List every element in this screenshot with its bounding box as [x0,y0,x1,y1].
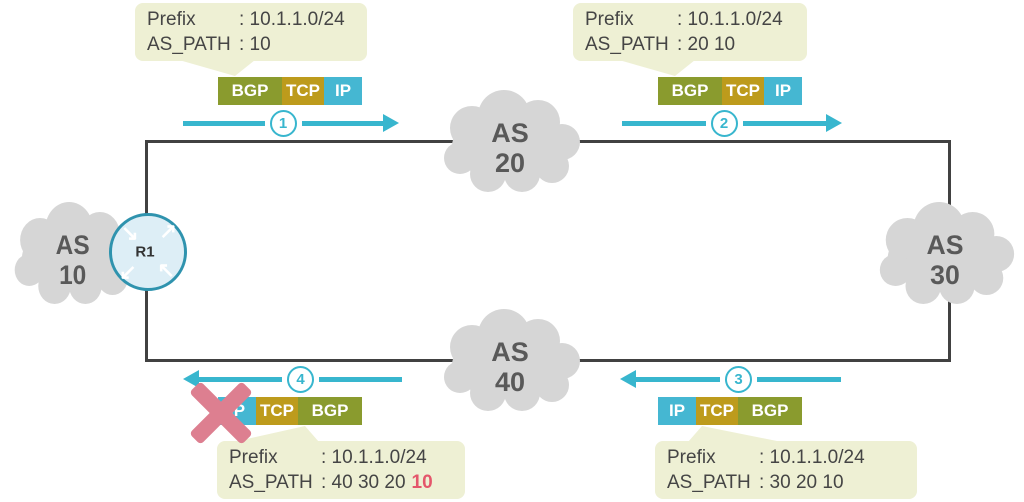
cloud-as10: AS 10 [14,202,138,304]
cloud-as40-label-line1: AS [491,337,529,367]
router-label: R1 [135,243,155,261]
cloud-as30-label-line1: AS [926,230,963,260]
aspath-value: : 30 20 10 [759,472,844,493]
update-arrow-2: 2 [622,109,842,137]
aspath-value: : 10 [239,34,271,55]
arrow-line [319,376,402,382]
protocol-stack-2: BGP TCP IP [658,77,802,105]
arrowhead-right-icon [383,114,399,132]
bgp-update-callout-3: Prefix : 10.1.1.0/24 AS_PATH : 30 20 10 [655,441,917,499]
aspath-row: AS_PATH : 40 30 20 10 [229,470,453,495]
aspath-label: AS_PATH [585,34,669,55]
protocol-stack-1: BGP TCP IP [218,77,362,105]
prefix-value: : 10.1.1.0/24 [321,447,427,468]
cloud-as30-label-line2: 30 [930,260,960,290]
arrowhead-left-icon [620,370,636,388]
ip-segment: IP [764,77,802,105]
cloud-as40: AS 40 [444,309,580,411]
bgp-segment: BGP [738,397,802,425]
aspath-label: AS_PATH [229,472,313,493]
prefix-row: Prefix : 10.1.1.0/24 [229,445,453,470]
callout-pointer [688,426,782,442]
prefix-row: Prefix : 10.1.1.0/24 [147,7,355,32]
bgp-update-callout-4: Prefix : 10.1.1.0/24 AS_PATH : 40 30 20 … [217,441,465,499]
step-number-badge: 4 [287,365,314,393]
prefix-value: : 10.1.1.0/24 [677,9,783,30]
aspath-loop-value: 10 [411,472,433,493]
prefix-label: Prefix [147,9,196,30]
arrow-line [301,120,383,126]
router-arrow-icon: ↖ [157,259,175,282]
cloud-as40-label-line2: 40 [495,367,525,397]
cloud-as20: AS 20 [444,90,580,192]
prefix-value: : 10.1.1.0/24 [239,9,345,30]
callout-pointer [605,56,700,76]
cloud-as10-label-line2: 10 [59,261,86,290]
protocol-stack-3: IP TCP BGP [658,397,802,425]
arrowhead-left-icon [183,370,199,388]
update-arrow-3: 3 [620,365,841,393]
protocol-stack-4: IP TCP BGP [218,397,362,425]
router-icon: ↘ ↗ ↙ ↖ R1 [109,213,187,291]
aspath-row: AS_PATH : 30 20 10 [667,470,905,495]
prefix-row: Prefix : 10.1.1.0/24 [667,445,905,470]
aspath-label: AS_PATH [147,34,231,55]
step-number-badge: 3 [725,365,752,393]
tcp-segment: TCP [722,77,764,105]
tcp-segment: TCP [282,77,324,105]
aspath-row: AS_PATH : 10 [147,32,355,57]
bgp-update-callout-2: Prefix : 10.1.1.0/24 AS_PATH : 20 10 [573,3,807,61]
step-number-badge: 1 [269,109,297,137]
tcp-segment: TCP [696,397,738,425]
bgp-segment: BGP [298,397,362,425]
aspath-value: : 20 10 [677,34,736,55]
prefix-label: Prefix [585,9,634,30]
prefix-value: : 10.1.1.0/24 [759,447,865,468]
ip-segment: IP [658,397,696,425]
callout-pointer [165,56,260,76]
aspath-label: AS_PATH [667,472,751,493]
arrow-line [199,376,282,382]
prefix-label: Prefix [667,447,716,468]
arrow-line [636,376,720,382]
prefix-label: Prefix [229,447,278,468]
bgp-segment: BGP [218,77,282,105]
arrowhead-right-icon [826,114,842,132]
cloud-as30: AS 30 [879,202,1015,304]
aspath-value: : 40 30 20 [321,472,406,493]
step-number-badge: 2 [710,109,738,137]
reject-cross-icon [184,376,258,450]
ip-segment: IP [324,77,362,105]
bgp-segment: BGP [658,77,722,105]
arrow-line [183,120,265,126]
cloud-as20-label-line1: AS [491,118,529,148]
update-arrow-4: 4 [183,365,402,393]
aspath-row: AS_PATH : 20 10 [585,32,795,57]
bgp-update-callout-1: Prefix : 10.1.1.0/24 AS_PATH : 10 [135,3,367,61]
cloud-as10-label-line1: AS [56,231,90,260]
router-arrow-icon: ↘ [121,222,139,245]
router-arrow-icon: ↗ [159,220,177,243]
router-arrow-icon: ↙ [119,261,137,284]
cloud-as20-label-line2: 20 [495,148,525,178]
arrow-line [757,376,841,382]
tcp-segment: TCP [256,397,298,425]
update-arrow-1: 1 [183,109,399,137]
arrow-line [742,120,826,126]
callout-pointer [233,426,319,442]
prefix-row: Prefix : 10.1.1.0/24 [585,7,795,32]
arrow-line [622,120,706,126]
